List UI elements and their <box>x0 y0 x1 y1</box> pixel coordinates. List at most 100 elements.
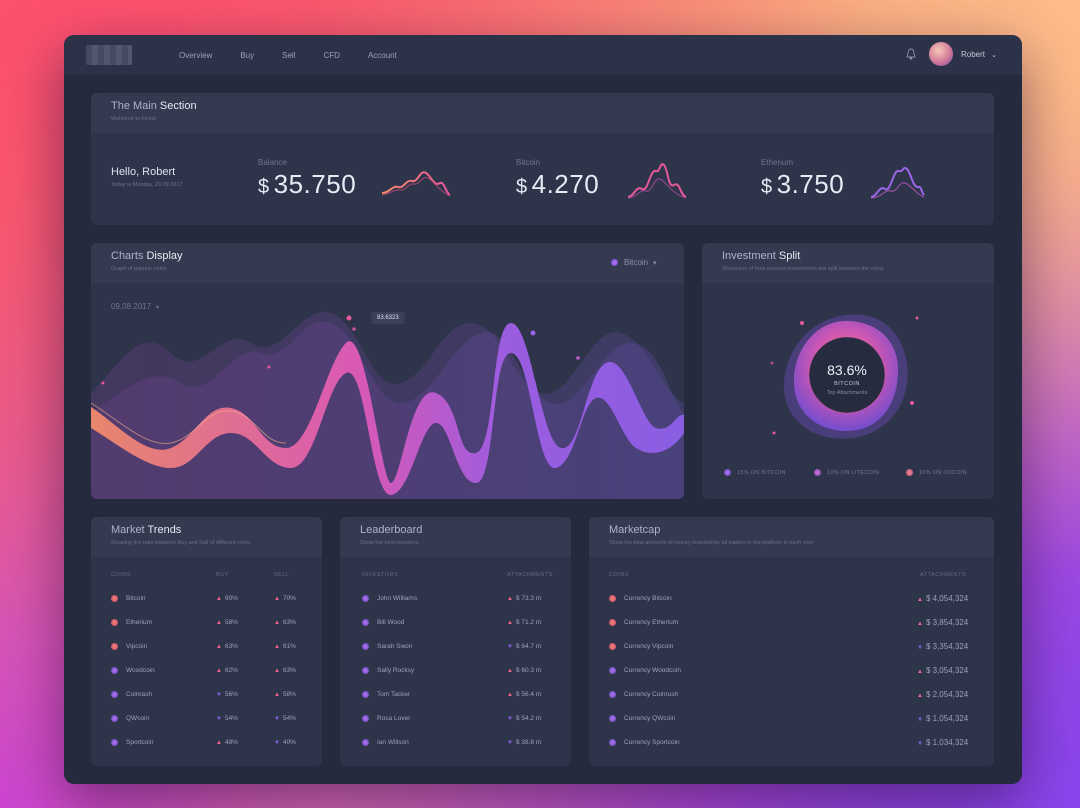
arrow-up-icon: ▲ <box>917 621 923 627</box>
table-row[interactable]: Currency Etherium ▲ $ 3,854,324 <box>589 618 994 642</box>
attachment-value: $ 4,054,324 <box>925 594 969 603</box>
arrow-up-icon: ▲ <box>917 669 923 675</box>
donut-percent: 83.6% <box>827 362 867 378</box>
nav-account[interactable]: Account <box>367 50 397 60</box>
table-row[interactable]: Rosa Lover ▼ $ 54.2 m <box>340 714 571 738</box>
arrow-down-icon: ▼ <box>507 644 513 650</box>
coin-dot-icon <box>609 738 616 746</box>
coin-name: Sportcoin <box>126 739 154 746</box>
coin-name: Vipcoin <box>126 643 148 650</box>
sell-value: 63% <box>282 667 296 674</box>
table-row[interactable]: Currency Coinrush ▲ $ 2,054,324 <box>589 690 994 714</box>
coin-dot-icon <box>609 714 616 722</box>
table-row[interactable]: Sarah Swon ▼ $ 64.7 m <box>340 642 571 666</box>
arrow-up-icon: ▲ <box>274 692 280 698</box>
coin-dot-icon <box>609 594 616 602</box>
chevron-down-icon: ▾ <box>156 305 160 311</box>
table-row[interactable]: Currency QWcoin ▼ $ 1,054,324 <box>589 714 994 738</box>
table-row[interactable]: Bitcoin ▲ 60% ▲ 70% <box>91 594 322 618</box>
coin-name: Currency Sportcoin <box>624 739 680 746</box>
attachment-value: $ 71.2 m <box>515 619 542 626</box>
table-row[interactable]: Woodcoin ▲ 62% ▲ 63% <box>91 666 322 690</box>
user-menu[interactable]: Robert ⌄ <box>961 35 997 75</box>
table-row[interactable]: Sportcoin ▲ 48% ▼ 40% <box>91 738 322 762</box>
coin-name: Currency Bitcoin <box>624 595 672 602</box>
table-row[interactable]: Sally Rocksy ▲ $ 60.3 m <box>340 666 571 690</box>
investment-split-panel: Investment Split Showcase of how account… <box>702 243 994 499</box>
table-row[interactable]: Etherium ▲ 58% ▲ 63% <box>91 618 322 642</box>
coin-dot-icon <box>111 666 118 674</box>
nav-cfd[interactable]: CFD <box>323 50 340 60</box>
stat-currency: $ <box>258 176 270 198</box>
wave-chart <box>91 311 684 499</box>
coin-dot-icon <box>111 642 118 650</box>
bell-icon[interactable] <box>906 48 916 61</box>
arrow-down-icon: ▼ <box>507 740 513 746</box>
table-row[interactable]: Bill Wood ▲ $ 71.2 m <box>340 618 571 642</box>
attachment-value: $ 60.3 m <box>515 667 542 674</box>
stat-etherium: Etherium $3.750 <box>761 158 844 200</box>
nav-overview[interactable]: Overview <box>179 50 213 60</box>
arrow-up-icon: ▲ <box>216 596 222 602</box>
stat-label: Balance <box>258 158 287 167</box>
investor-name: Ian Willson <box>377 739 409 746</box>
arrow-up-icon: ▲ <box>216 620 222 626</box>
coin-dot-icon <box>609 642 616 650</box>
nav-sell[interactable]: Sell <box>282 50 296 60</box>
stat-value: 35.750 <box>273 169 357 199</box>
attachment-value: $ 3,854,324 <box>925 618 969 627</box>
attachment-value: $ 38.8 m <box>515 739 542 746</box>
table-row[interactable]: Vipcoin ▲ 63% ▲ 61% <box>91 642 322 666</box>
panel-title: Market Trends <box>111 524 182 536</box>
col-header: SELL <box>274 572 290 578</box>
panel-title: Marketcap <box>609 524 661 536</box>
coin-name: Currency QWcoin <box>624 715 676 722</box>
legend-litecoin: 10% ON LITECOIN <box>814 469 879 476</box>
investor-name: Sally Rocksy <box>377 667 415 674</box>
buy-value: 63% <box>224 643 238 650</box>
coin-name: Etherium <box>126 619 153 626</box>
panel-title: Charts Display <box>111 250 183 262</box>
panel-header: Market Trends Showing the ratio between … <box>91 517 322 557</box>
donut-caption: Top Attachments <box>826 390 868 396</box>
stat-currency: $ <box>761 176 773 198</box>
col-header: BUY <box>216 572 229 578</box>
coin-name: Bitcoin <box>126 595 146 602</box>
table-row[interactable]: Currency Vipcoin ▼ $ 3,354,324 <box>589 642 994 666</box>
legend-dot-icon <box>724 469 731 476</box>
table-row[interactable]: Tom Tacker ▲ $ 56.4 m <box>340 690 571 714</box>
coin-dot-icon <box>111 690 118 698</box>
attachment-value: $ 1,054,324 <box>925 714 969 723</box>
panel-header: Investment Split Showcase of how account… <box>702 243 994 283</box>
greeting-date: Today is Monday, 20.09.2017 <box>111 182 183 188</box>
stat-value: 3.750 <box>776 169 845 199</box>
arrow-down-icon: ▼ <box>917 741 923 747</box>
etherium-sparkline <box>870 166 925 199</box>
buy-value: 58% <box>224 619 238 626</box>
nav-buy[interactable]: Buy <box>240 50 255 60</box>
table-row[interactable]: Coinrash ▼ 56% ▲ 58% <box>91 690 322 714</box>
panel-header: Marketcap Show the total amounts of mone… <box>589 517 994 557</box>
stat-bitcoin: Bitcoin $4.270 <box>516 158 599 200</box>
buy-value: 62% <box>224 667 238 674</box>
col-header: INVESTORS <box>362 572 399 578</box>
coin-dot-icon <box>111 714 118 722</box>
logo <box>86 45 132 65</box>
table-row[interactable]: QWcoin ▼ 54% ▼ 54% <box>91 714 322 738</box>
legend-bitcoin: 15% ON BITCOIN <box>724 469 786 476</box>
coin-name: Coinrash <box>126 691 153 698</box>
marketcap-panel: Marketcap Show the total amounts of mone… <box>589 517 994 766</box>
table-row[interactable]: Currency Woodcoin ▲ $ 3,054,324 <box>589 666 994 690</box>
balance-sparkline <box>381 171 451 197</box>
table-row[interactable]: John Williams ▲ $ 73.3 m <box>340 594 571 618</box>
charts-display-panel: Charts Display Graph of popular coins Bi… <box>91 243 684 499</box>
date-selector[interactable]: 09.08.2017 ▾ <box>111 302 159 311</box>
table-row[interactable]: Currency Sportcoin ▼ $ 1,034,324 <box>589 738 994 762</box>
coin-selector[interactable]: Bitcoin ▾ <box>611 258 657 267</box>
attachment-value: $ 2,054,324 <box>925 690 969 699</box>
coin-dot-icon <box>362 642 369 650</box>
avatar[interactable] <box>929 42 953 66</box>
table-row[interactable]: Currency Bitcoin ▲ $ 4,054,324 <box>589 594 994 618</box>
table-row[interactable]: Ian Willson ▼ $ 38.8 m <box>340 738 571 762</box>
arrow-up-icon: ▲ <box>507 596 513 602</box>
